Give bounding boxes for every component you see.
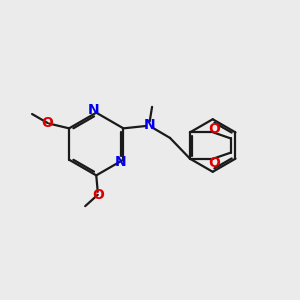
Text: O: O	[208, 122, 220, 136]
Text: N: N	[88, 103, 100, 117]
Text: N: N	[144, 118, 155, 132]
Text: N: N	[115, 155, 127, 169]
Text: O: O	[208, 155, 220, 170]
Text: O: O	[42, 116, 53, 130]
Text: O: O	[92, 188, 104, 202]
